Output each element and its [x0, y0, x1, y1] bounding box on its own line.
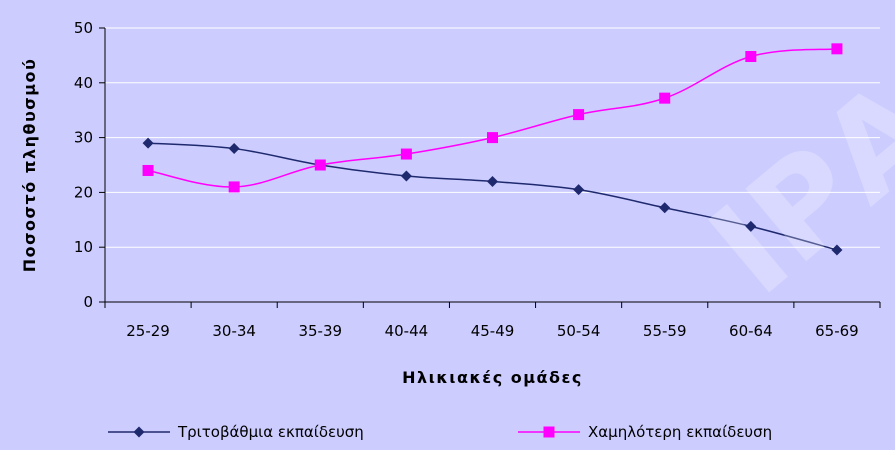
y-tick-labels: 0 10 20 30 40 50 — [74, 19, 93, 311]
x-tick-label: 25-29 — [126, 322, 170, 340]
x-tick-label: 45-49 — [471, 322, 515, 340]
y-tick-label: 40 — [74, 74, 93, 92]
x-tick-label: 40-44 — [385, 322, 429, 340]
data-point — [831, 244, 843, 256]
y-tick-label: 30 — [74, 129, 93, 147]
legend-label: Τριτοβάθμια εκπαίδευση — [177, 423, 364, 441]
legend-item-1: Τριτοβάθμια εκπαίδευση — [108, 423, 364, 441]
plot-area — [105, 28, 880, 302]
data-point — [142, 164, 154, 176]
y-tick-label: 20 — [74, 183, 93, 201]
y-tick-label: 0 — [83, 293, 93, 311]
legend-marker — [133, 426, 145, 438]
y-tick-label: 10 — [74, 238, 93, 256]
series-lines — [142, 43, 843, 256]
legend-item-2: Χαμηλότερη εκπαίδευση — [518, 423, 772, 441]
x-tick-label: 65-69 — [815, 322, 859, 340]
series-1 — [142, 137, 843, 256]
axes — [99, 27, 881, 308]
x-tick-label: 60-64 — [729, 322, 773, 340]
x-tick-label: 55-59 — [643, 322, 687, 340]
y-axis-title: Ποσοστό πληθυσμού — [20, 58, 39, 273]
data-point — [573, 109, 585, 121]
data-point — [142, 137, 154, 149]
data-point — [228, 181, 240, 193]
x-tick-label: 30-34 — [212, 322, 256, 340]
legend-marker — [543, 426, 555, 438]
data-point — [228, 143, 240, 155]
data-point — [487, 175, 498, 187]
series-2 — [142, 43, 843, 193]
x-tick-label: 35-39 — [298, 322, 342, 340]
legend-label: Χαμηλότερη εκπαίδευση — [588, 423, 772, 441]
data-point — [400, 170, 412, 182]
data-point — [745, 50, 757, 62]
data-point — [487, 132, 498, 144]
data-point — [659, 92, 671, 104]
x-axis-title: Ηλικιακές ομάδες — [402, 368, 583, 387]
x-tick-label: 50-54 — [557, 322, 601, 340]
data-point — [573, 184, 585, 196]
legend: Τριτοβάθμια εκπαίδευση Χαμηλότερη εκπαίδε… — [108, 423, 772, 441]
data-point — [659, 202, 671, 214]
data-point — [831, 43, 843, 55]
data-point — [314, 159, 326, 171]
y-tick-label: 50 — [74, 19, 93, 37]
x-tick-labels: 25-29 30-34 35-39 40-44 45-49 50-54 55-59 60-64… — [126, 322, 858, 340]
data-point — [745, 220, 757, 232]
data-point — [400, 148, 412, 160]
